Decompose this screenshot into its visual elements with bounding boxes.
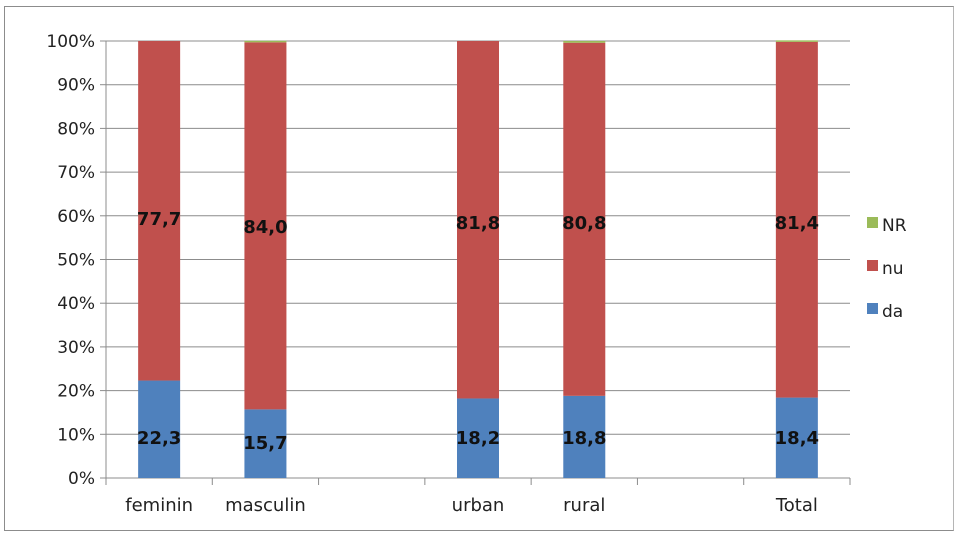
bar-segment-nu [563, 42, 606, 396]
data-label-nu: 81,4 [775, 213, 819, 234]
bar-segment-nu [457, 41, 499, 399]
y-tick-label: 10% [57, 425, 95, 445]
y-tick-label: 100% [46, 32, 95, 52]
legend-label: da [882, 302, 903, 322]
y-tick-label: 50% [57, 251, 95, 271]
y-tick-label: 60% [57, 207, 95, 227]
x-category-label: feminin [125, 495, 193, 516]
y-tick-label: 70% [57, 163, 95, 183]
legend-label: NR [882, 216, 907, 236]
y-tick-label: 0% [68, 469, 95, 489]
bar-segment-da [775, 397, 818, 478]
x-category-label: urban [452, 495, 505, 516]
data-label-nu: 77,7 [137, 209, 181, 230]
bar-segment-NR [244, 40, 287, 43]
data-label-da: 22,3 [137, 428, 181, 449]
y-tick-label: 30% [57, 338, 95, 358]
chart-area: 0% 10% 20% 30% 40% 50% 60% 70% 80% 90% 100% feminin… [4, 6, 954, 531]
y-tick-label: 40% [57, 294, 95, 314]
bar-segment-da [138, 380, 181, 478]
data-label-nu: 80,8 [562, 213, 606, 234]
bar-segment-da [244, 409, 287, 478]
y-tick-label: 90% [57, 76, 95, 96]
data-label-da: 18,8 [562, 428, 606, 449]
data-label-nu: 84,0 [243, 217, 287, 238]
legend-swatch-nu [867, 260, 878, 271]
bar-segment-NR [563, 41, 606, 43]
x-category-label: Total [775, 495, 818, 516]
data-label-da: 18,2 [456, 428, 500, 449]
bar-segment-NR [775, 40, 818, 42]
data-label-nu: 81,8 [456, 213, 500, 234]
y-tick-label: 20% [57, 382, 95, 402]
bar-segment-da [563, 395, 606, 478]
stacked-bar-chart: 0% 10% 20% 30% 40% 50% 60% 70% 80% 90% 100% feminin… [46, 32, 907, 516]
legend-swatch-da [867, 303, 878, 314]
x-category-label: masculin [225, 495, 306, 516]
x-category-label: rural [563, 495, 605, 516]
legend-label: nu [882, 259, 904, 279]
legend-swatch-NR [867, 217, 878, 228]
bar-segment-da [457, 398, 499, 478]
data-label-da: 15,7 [243, 433, 287, 454]
y-tick-label: 80% [57, 119, 95, 139]
bar-segment-nu [775, 41, 818, 398]
bar-segment-nu [138, 41, 181, 381]
bar-segment-nu [244, 42, 287, 410]
data-label-da: 18,4 [775, 428, 819, 449]
